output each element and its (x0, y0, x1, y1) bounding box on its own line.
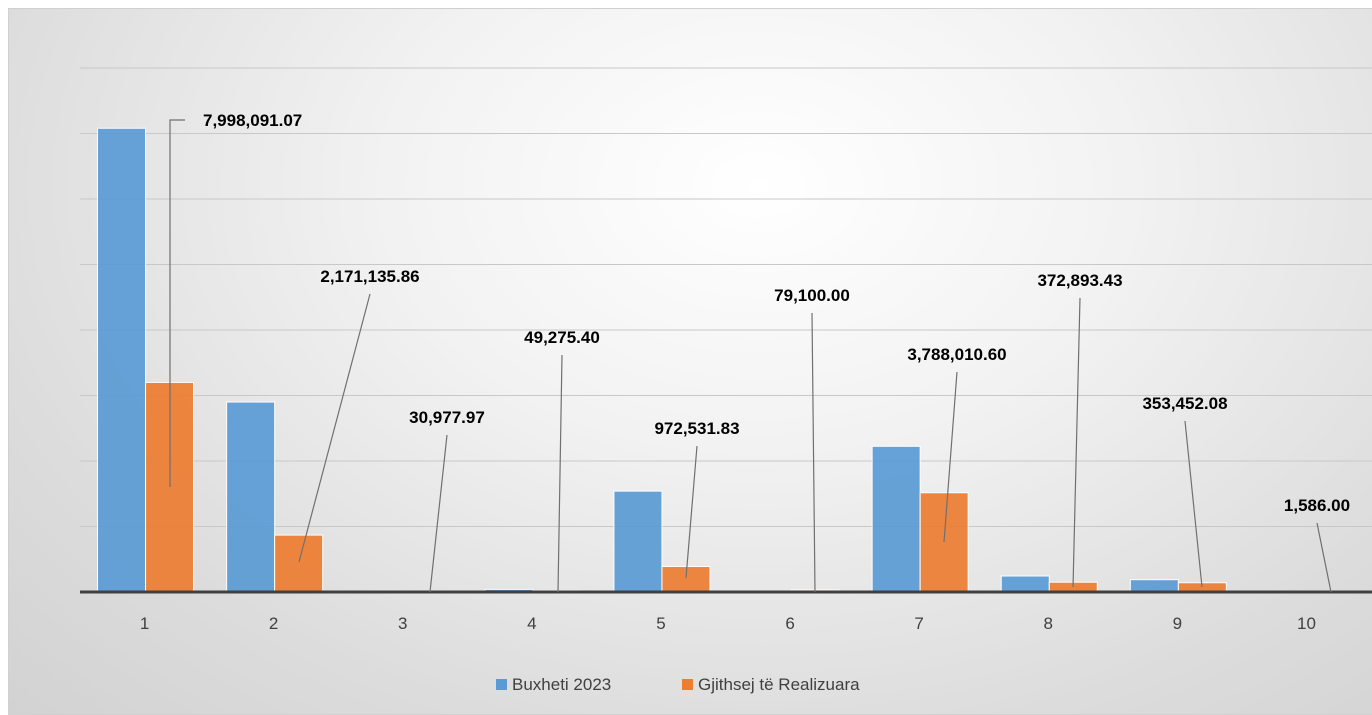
x-tick-label: 6 (785, 614, 794, 633)
leader-line (169, 119, 185, 487)
data-label: 7,998,091.07 (203, 111, 302, 130)
x-tick-label: 3 (398, 614, 407, 633)
leader-line (429, 434, 448, 593)
data-label: 3,788,010.60 (907, 345, 1006, 364)
bar-realizuara (919, 492, 969, 593)
data-label: 1,586.00 (1284, 496, 1350, 515)
data-labels: 7,998,091.07 2,171,135.86 30,977.97 49,275.… (169, 111, 1350, 593)
data-label: 49,275.40 (524, 328, 600, 347)
legend-swatch (496, 679, 507, 690)
legend-label: Gjithsej të Realizuara (698, 675, 860, 694)
data-label: 2,171,135.86 (320, 267, 419, 286)
bar-buxheti (613, 490, 663, 593)
leader-line (1072, 297, 1081, 588)
leader-line (811, 312, 816, 593)
x-tick-label: 7 (914, 614, 923, 633)
data-label: 372,893.43 (1037, 271, 1122, 290)
leader-line (1184, 420, 1203, 588)
data-label: 353,452.08 (1142, 394, 1227, 413)
bar-buxheti (871, 445, 921, 593)
x-tick-label: 9 (1173, 614, 1182, 633)
leader-line (685, 445, 698, 579)
leader-line (557, 354, 563, 593)
x-tick-label: 5 (656, 614, 665, 633)
chart-area (8, 8, 1372, 715)
leader-line (298, 293, 371, 563)
data-label: 30,977.97 (409, 408, 485, 427)
bars (97, 127, 1356, 593)
legend-label: Buxheti 2023 (512, 675, 611, 694)
leader-line (943, 371, 958, 543)
x-tick-label: 2 (269, 614, 278, 633)
data-label: 972,531.83 (654, 419, 739, 438)
bar-buxheti (97, 127, 147, 593)
x-axis: 1 2 3 4 5 6 7 8 9 10 (80, 590, 1372, 633)
legend: Buxheti 2023 Gjithsej të Realizuara (496, 675, 860, 694)
data-label: 79,100.00 (774, 286, 850, 305)
bar-realizuara (661, 566, 711, 593)
x-tick-label: 10 (1297, 614, 1316, 633)
x-tick-label: 4 (527, 614, 536, 633)
x-tick-label: 1 (140, 614, 149, 633)
bar-buxheti (1129, 579, 1179, 593)
leader-line (1316, 522, 1332, 593)
legend-swatch (682, 679, 693, 690)
bar-buxheti (226, 401, 276, 593)
bar-realizuara (274, 534, 324, 593)
x-tick-label: 8 (1044, 614, 1053, 633)
bar-buxheti (1000, 575, 1050, 593)
gridlines (80, 67, 1372, 527)
